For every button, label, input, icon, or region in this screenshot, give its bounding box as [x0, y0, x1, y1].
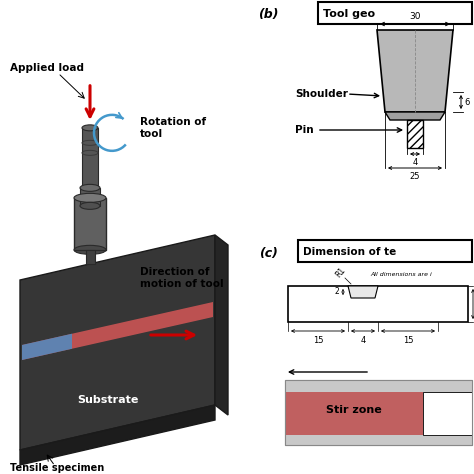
Bar	[82, 128, 98, 188]
Bar	[285, 380, 472, 445]
Bar	[423, 392, 472, 435]
Polygon shape	[215, 235, 228, 415]
Bar	[407, 120, 423, 148]
Text: Substrate: Substrate	[77, 395, 139, 405]
Text: Pin: Pin	[295, 125, 314, 135]
Text: All dimensions are i: All dimensions are i	[370, 273, 432, 277]
Text: Tensile specimen: Tensile specimen	[10, 463, 104, 473]
Bar	[298, 240, 472, 262]
Text: (b): (b)	[258, 8, 278, 20]
Ellipse shape	[74, 246, 106, 255]
Polygon shape	[22, 302, 213, 360]
Bar	[288, 286, 468, 322]
Bar	[285, 380, 472, 445]
Text: 30: 30	[409, 12, 421, 21]
Ellipse shape	[74, 193, 106, 202]
Text: 4: 4	[360, 336, 365, 345]
Ellipse shape	[80, 202, 100, 210]
Text: 15: 15	[403, 336, 413, 345]
Bar	[285, 435, 472, 445]
Text: Tool geo: Tool geo	[323, 9, 375, 19]
Bar	[285, 380, 472, 392]
Polygon shape	[20, 405, 215, 465]
Polygon shape	[22, 334, 72, 360]
Bar	[318, 2, 472, 24]
Text: Applied load: Applied load	[10, 63, 84, 73]
Text: Rotation of
tool: Rotation of tool	[140, 117, 206, 139]
Text: 6: 6	[464, 98, 469, 107]
Text: Dimension of te: Dimension of te	[303, 247, 396, 257]
Bar	[74, 198, 106, 250]
Text: (c): (c)	[258, 246, 277, 259]
Bar	[80, 188, 100, 206]
Text: 25: 25	[410, 172, 420, 181]
Polygon shape	[385, 112, 445, 120]
Text: R1: R1	[334, 266, 348, 280]
Polygon shape	[20, 235, 215, 450]
Text: 15: 15	[313, 336, 323, 345]
Ellipse shape	[82, 125, 98, 131]
Text: Direction of
motion of tool: Direction of motion of tool	[140, 267, 224, 289]
Bar	[86, 250, 95, 264]
Polygon shape	[377, 30, 453, 112]
Ellipse shape	[80, 184, 100, 191]
Text: Stir zone: Stir zone	[326, 405, 382, 415]
Text: 2: 2	[334, 288, 339, 297]
Polygon shape	[348, 286, 378, 298]
Text: 4: 4	[412, 158, 418, 167]
Bar	[285, 392, 423, 435]
Text: Shoulder: Shoulder	[295, 89, 348, 99]
